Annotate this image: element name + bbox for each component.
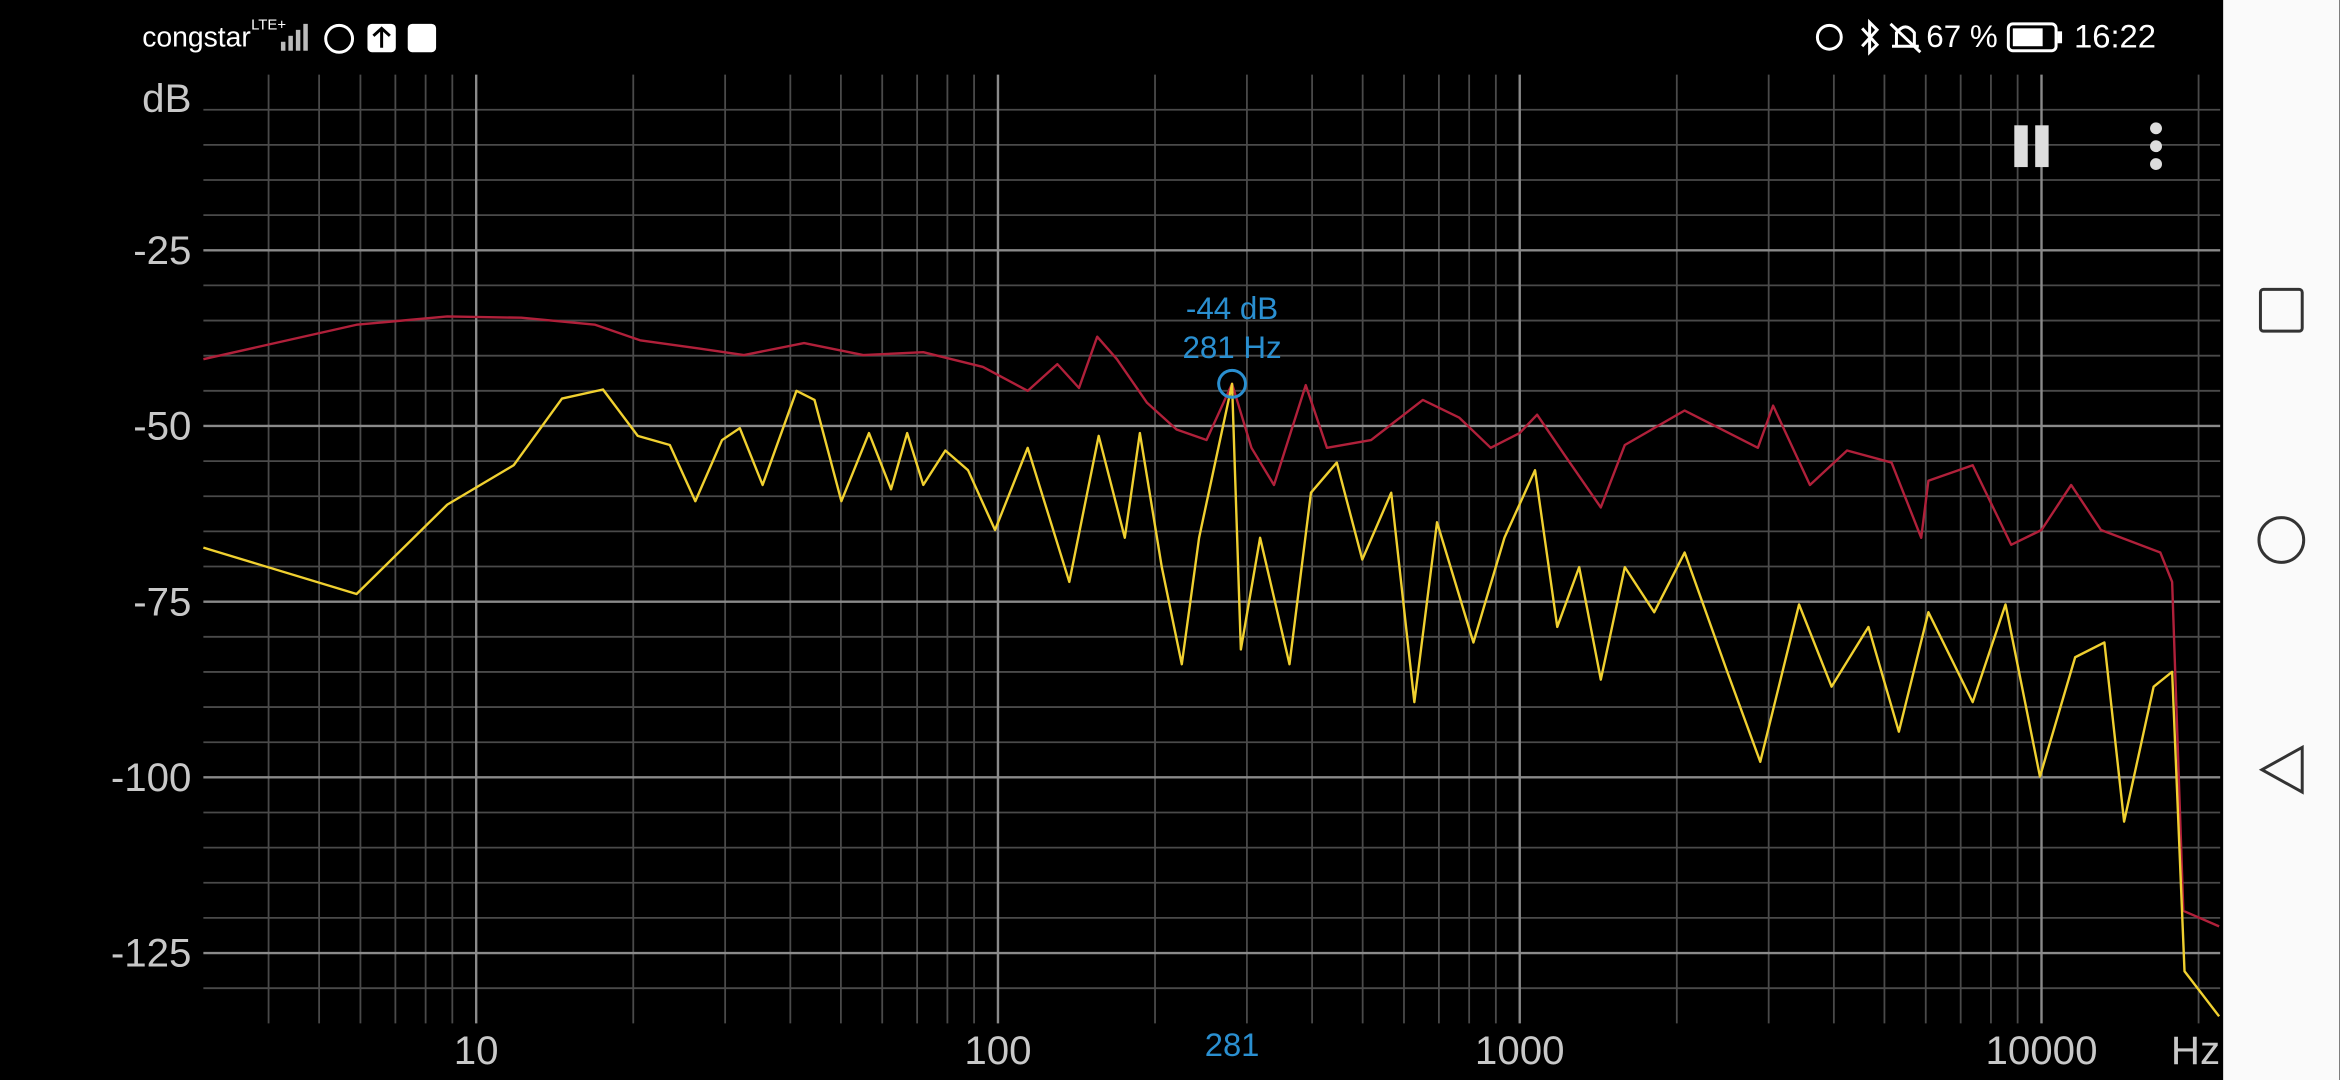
cursor-hz-label: 281 Hz [1182, 330, 1281, 365]
back-button[interactable] [2258, 744, 2304, 795]
carrier: congstar [142, 21, 251, 53]
y-axis-label: dB [142, 76, 191, 121]
whatsapp-icon [324, 23, 355, 54]
huawei-icon [407, 23, 437, 53]
x-tick-label: 10 [454, 1028, 499, 1073]
upload-arrow [372, 26, 391, 48]
cursor-db-label: -44 dB [1186, 291, 1278, 326]
battery-icon [2006, 22, 2058, 53]
plot: 10 100 1000 10000 -25 -50 -75 -100 -125 dB Hz -44 d… [111, 74, 2221, 1073]
menu-button[interactable] [2150, 122, 2162, 171]
y-tick-label: -75 [133, 579, 191, 624]
network: LTE+ [251, 17, 286, 33]
y-tick-label: -25 [133, 228, 191, 273]
plot-area [203, 74, 2221, 1024]
battery-level [2012, 28, 2043, 47]
eye-icon [1815, 23, 1843, 51]
y-tick-label: -125 [111, 931, 192, 976]
y-tick-label: -100 [111, 755, 192, 800]
x-tick-label: 100 [964, 1028, 1031, 1073]
cursor-axis-label: 281 [1205, 1026, 1260, 1063]
clock: 16:22 [2074, 17, 2156, 54]
spectrum-line [203, 382, 2221, 1018]
battery-percent: 67 % [1926, 19, 1997, 54]
x-tick-label: 1000 [1475, 1028, 1565, 1073]
mute-icon [1889, 22, 1922, 54]
battery-tip [2057, 31, 2063, 44]
cursor-marker [1217, 368, 1247, 399]
recents-button[interactable] [2258, 287, 2304, 333]
nav-bar [2223, 0, 2340, 1080]
x-axis-label: Hz [2171, 1028, 2220, 1073]
pause-button[interactable] [2014, 125, 2049, 168]
y-tick-label: -50 [133, 404, 191, 449]
spectrum-line [203, 315, 2220, 928]
x-tick-label: 10000 [1986, 1028, 2098, 1073]
bluetooth-icon [1861, 18, 1880, 56]
home-button[interactable] [2257, 516, 2306, 564]
signal-icon [280, 23, 308, 51]
